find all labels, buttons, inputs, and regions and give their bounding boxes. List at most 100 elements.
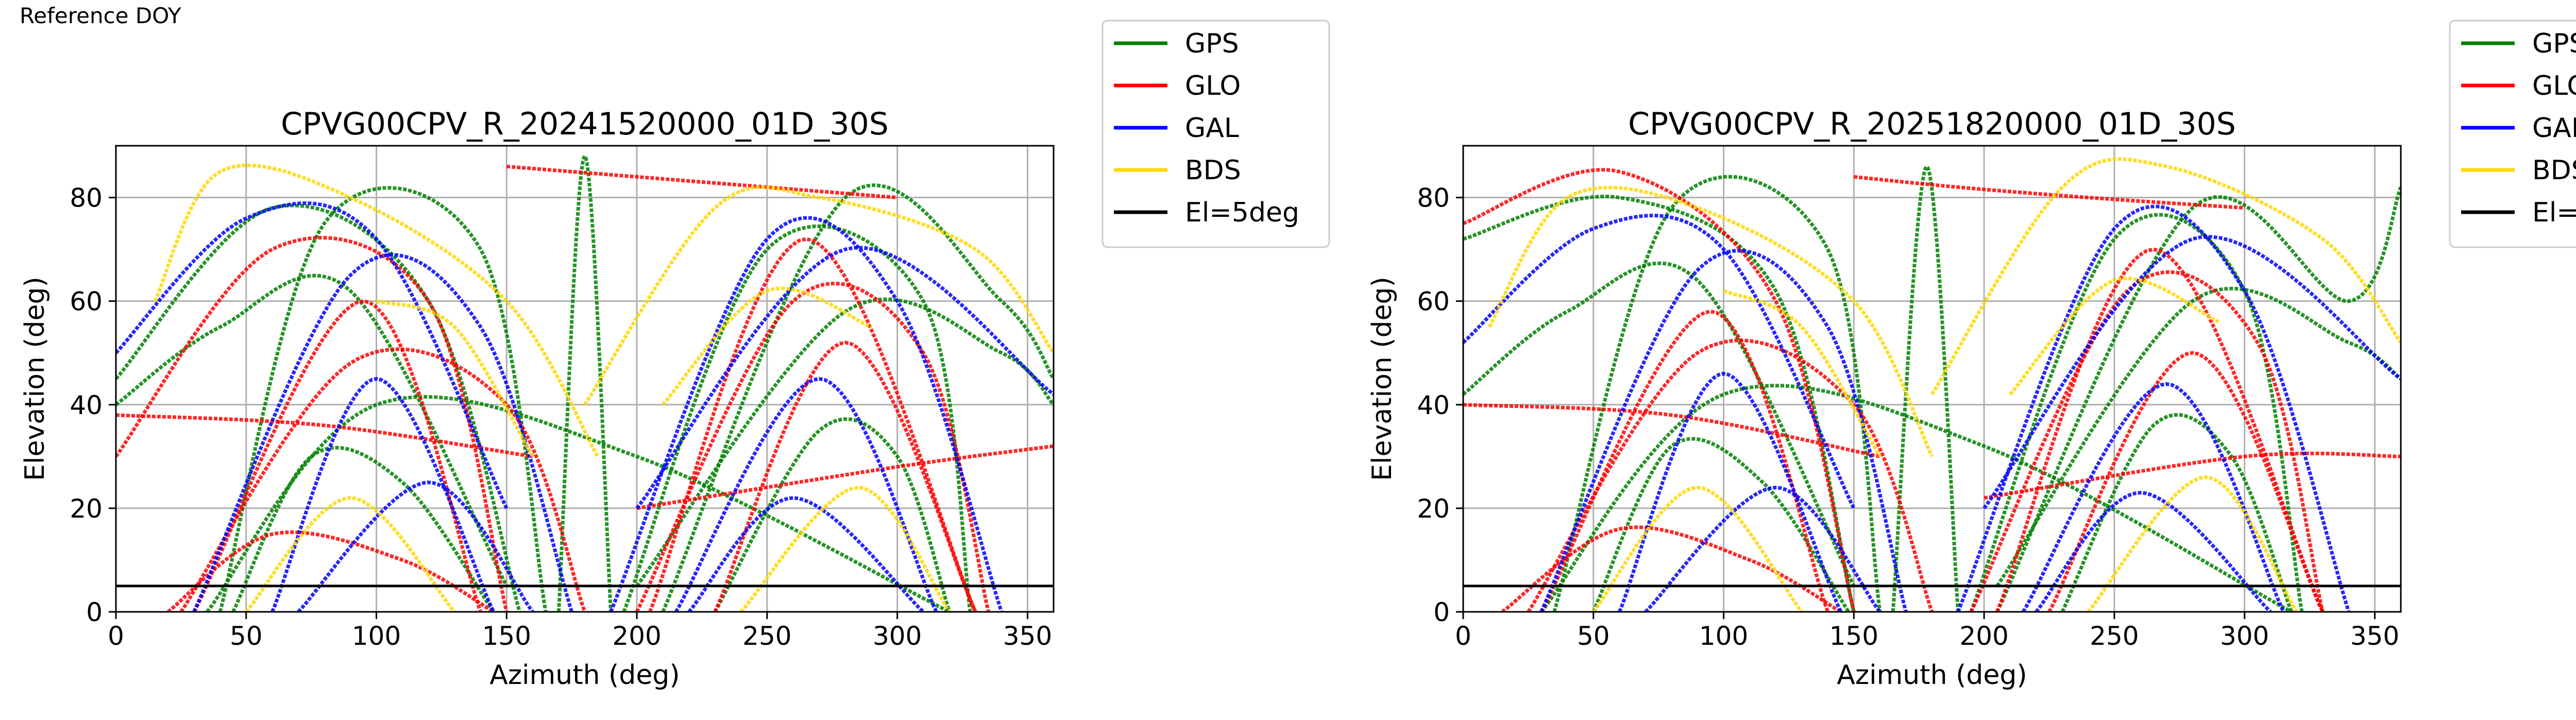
track-glo xyxy=(2047,351,2325,612)
legend: GPS GLO GAL BDS El=5deg xyxy=(2449,20,2576,248)
x-tick-label: 100 xyxy=(352,621,401,651)
y-tick-label: 20 xyxy=(1417,494,1450,524)
track-gps xyxy=(1995,286,2401,587)
chart-title: CPVG00CPV_R_20241520000_01D_30S xyxy=(281,106,889,142)
plot-frame xyxy=(115,145,1055,613)
track-gal xyxy=(2035,491,2272,612)
track-glo xyxy=(648,237,977,612)
track-gal xyxy=(192,253,574,612)
legend: GPS GLO GAL BDS El=5deg xyxy=(1101,20,1330,248)
legend-label: El=5deg xyxy=(1185,197,1299,228)
track-gal xyxy=(1463,213,1856,509)
track-gps xyxy=(1463,261,1856,587)
y-tick-label: 60 xyxy=(1417,287,1450,317)
track-bds xyxy=(153,163,600,458)
y-tick-label: 0 xyxy=(1433,597,1450,627)
track-bds xyxy=(662,286,872,406)
track-gps xyxy=(1552,175,1882,612)
track-gal xyxy=(609,216,1004,612)
track-gal xyxy=(1956,204,2351,612)
track-bds xyxy=(376,299,534,458)
track-glo xyxy=(1539,310,1830,612)
y-tick-label: 40 xyxy=(1417,390,1450,420)
track-glo xyxy=(179,347,587,612)
legend-label: GLO xyxy=(2532,71,2576,101)
track-gps xyxy=(116,273,509,587)
plot-frame xyxy=(1462,145,2402,613)
track-gal xyxy=(635,246,1054,510)
x-tick-label: 150 xyxy=(1829,621,1878,651)
x-axis-label: Azimuth (deg) xyxy=(489,660,680,691)
track-gal xyxy=(270,376,496,612)
figure-caption: Reference DOY xyxy=(20,3,181,28)
track-bds xyxy=(1930,157,2401,396)
track-gal xyxy=(1539,249,1908,612)
track-gps xyxy=(661,183,1054,612)
track-glo xyxy=(506,164,898,200)
track-gps xyxy=(218,186,548,612)
legend-label: El=5deg xyxy=(2532,197,2576,228)
track-bds xyxy=(1723,289,1882,458)
track-glo xyxy=(1853,175,2245,210)
x-tick-label: 350 xyxy=(2350,621,2399,651)
legend-label: GAL xyxy=(2532,113,2576,144)
track-glo xyxy=(1984,451,2401,500)
y-tick-label: 40 xyxy=(70,390,103,420)
y-tick-label: 60 xyxy=(70,287,103,317)
legend-box xyxy=(2449,20,2576,248)
chart-panel-2: 0 50 100 150 200 250 300 350 0 20 40 60 80 CPVG00CPV_… xyxy=(1367,20,2576,691)
track-gps xyxy=(231,445,495,612)
chart-title: CPVG00CPV_R_20251820000_01D_30S xyxy=(1628,106,2236,142)
track-glo xyxy=(116,235,509,612)
track-bds xyxy=(583,185,1054,406)
track-layer xyxy=(1463,157,2401,612)
track-glo xyxy=(1527,338,1934,612)
x-tick-label: 50 xyxy=(230,621,263,651)
y-tick-label: 0 xyxy=(86,597,103,627)
track-bds xyxy=(2009,277,2219,396)
track-glo xyxy=(192,299,483,612)
track-gps xyxy=(206,395,951,612)
track-gal xyxy=(1618,371,1843,612)
x-tick-label: 300 xyxy=(873,621,922,651)
y-tick-label: 80 xyxy=(1417,183,1450,213)
x-tick-label: 350 xyxy=(1003,621,1052,651)
legend-label: GAL xyxy=(1185,113,1239,144)
track-gps xyxy=(1995,186,2401,612)
y-axis-label: Elevation (deg) xyxy=(20,277,50,481)
track-gps xyxy=(116,203,521,612)
track-glo xyxy=(1969,270,2325,612)
y-axis-label: Elevation (deg) xyxy=(1367,277,1398,481)
track-gps xyxy=(1969,213,2304,612)
x-tick-label: 0 xyxy=(108,621,124,651)
legend-label: GPS xyxy=(2532,28,2576,59)
track-glo xyxy=(116,413,533,458)
track-gal xyxy=(297,481,534,612)
legend-label: GLO xyxy=(1185,71,1241,101)
chart-panel-1: 0 50 100 150 200 250 300 350 0 20 40 60 80 CPVG00CPV_… xyxy=(20,20,1330,691)
track-glo xyxy=(1463,168,1856,612)
x-tick-label: 200 xyxy=(612,621,661,651)
x-tick-label: 250 xyxy=(742,621,791,651)
track-bds xyxy=(245,496,456,612)
x-tick-label: 150 xyxy=(482,621,531,651)
track-bds xyxy=(739,486,951,612)
y-tick-label: 20 xyxy=(70,494,103,524)
track-gal xyxy=(1982,235,2401,509)
track-bds xyxy=(2087,475,2298,612)
x-tick-label: 250 xyxy=(2090,621,2139,651)
track-glo xyxy=(636,444,1054,510)
track-bds xyxy=(1592,486,1803,612)
track-glo xyxy=(1501,525,1842,612)
x-tick-label: 0 xyxy=(1455,621,1471,651)
x-tick-label: 300 xyxy=(2220,621,2269,651)
track-gal xyxy=(1644,486,1882,612)
track-glo xyxy=(713,340,977,612)
x-tick-label: 200 xyxy=(1959,621,2008,651)
track-gal xyxy=(2021,382,2285,612)
x-axis-label: Azimuth (deg) xyxy=(1837,660,2027,691)
track-gps xyxy=(1591,437,1851,612)
track-gps xyxy=(2060,413,2293,612)
legend-label: GPS xyxy=(1185,28,1239,59)
